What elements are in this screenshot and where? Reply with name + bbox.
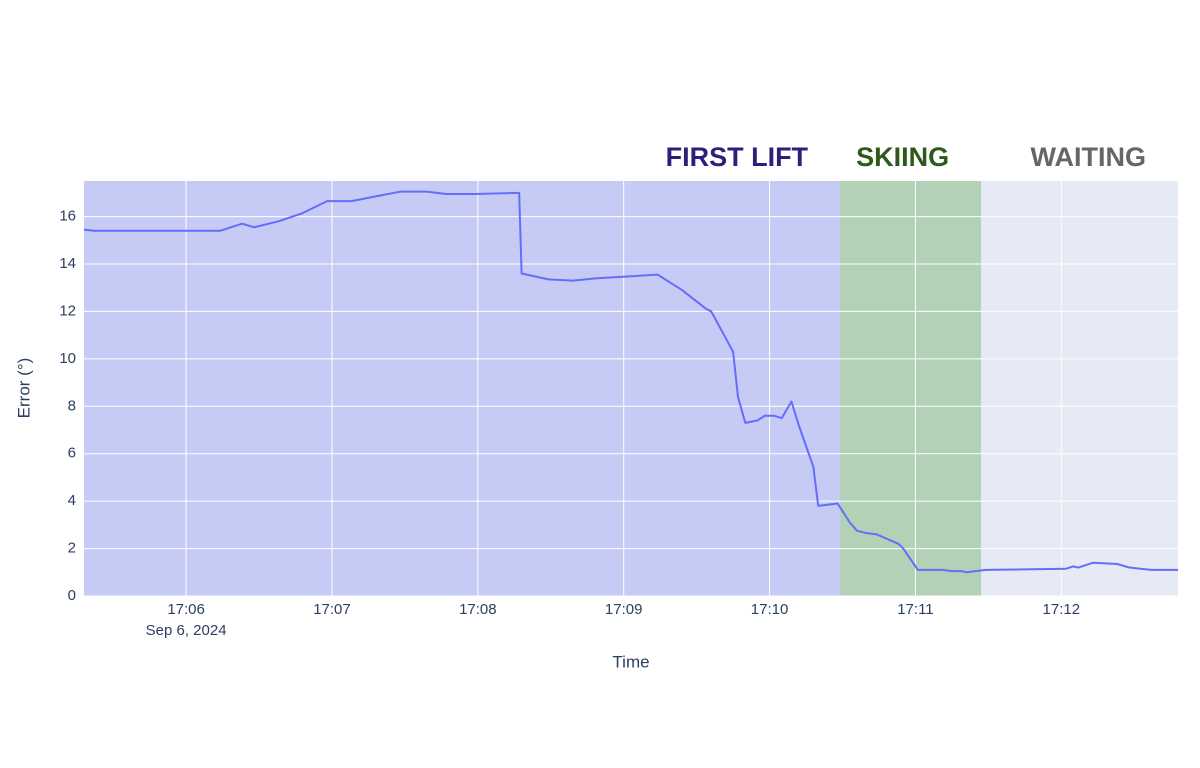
y-tick-label: 16: [59, 208, 76, 225]
x-axis-title: Time: [612, 652, 649, 671]
y-tick-label: 14: [59, 255, 76, 272]
x-tick-label: 17:10: [751, 601, 789, 618]
x-tick-label: 17:06: [167, 601, 205, 618]
x-tick-sublabel: Sep 6, 2024: [146, 622, 227, 639]
y-tick-label: 0: [68, 587, 76, 604]
x-tick-label: 17:07: [313, 601, 351, 618]
y-tick-label: 6: [68, 445, 76, 462]
region: [981, 181, 1178, 596]
region-label: FIRST LIFT: [666, 142, 809, 172]
x-tick-label: 17:08: [459, 601, 497, 618]
data-line: [83, 190, 1178, 574]
y-axis-title: Error (°): [14, 358, 33, 419]
region-label: SKIING: [856, 142, 949, 172]
x-tick-label: 17:11: [897, 601, 933, 618]
y-tick-label: 12: [59, 302, 76, 319]
y-tick-label: 4: [68, 492, 76, 509]
region: [84, 181, 841, 596]
region: [840, 181, 982, 596]
y-tick-label: 2: [68, 540, 76, 557]
y-tick-label: 10: [59, 350, 76, 367]
x-tick-label: 17:12: [1043, 601, 1081, 618]
x-tick-label: 17:09: [605, 601, 643, 618]
y-tick-label: 8: [68, 397, 76, 414]
region-label: WAITING: [1031, 142, 1147, 172]
